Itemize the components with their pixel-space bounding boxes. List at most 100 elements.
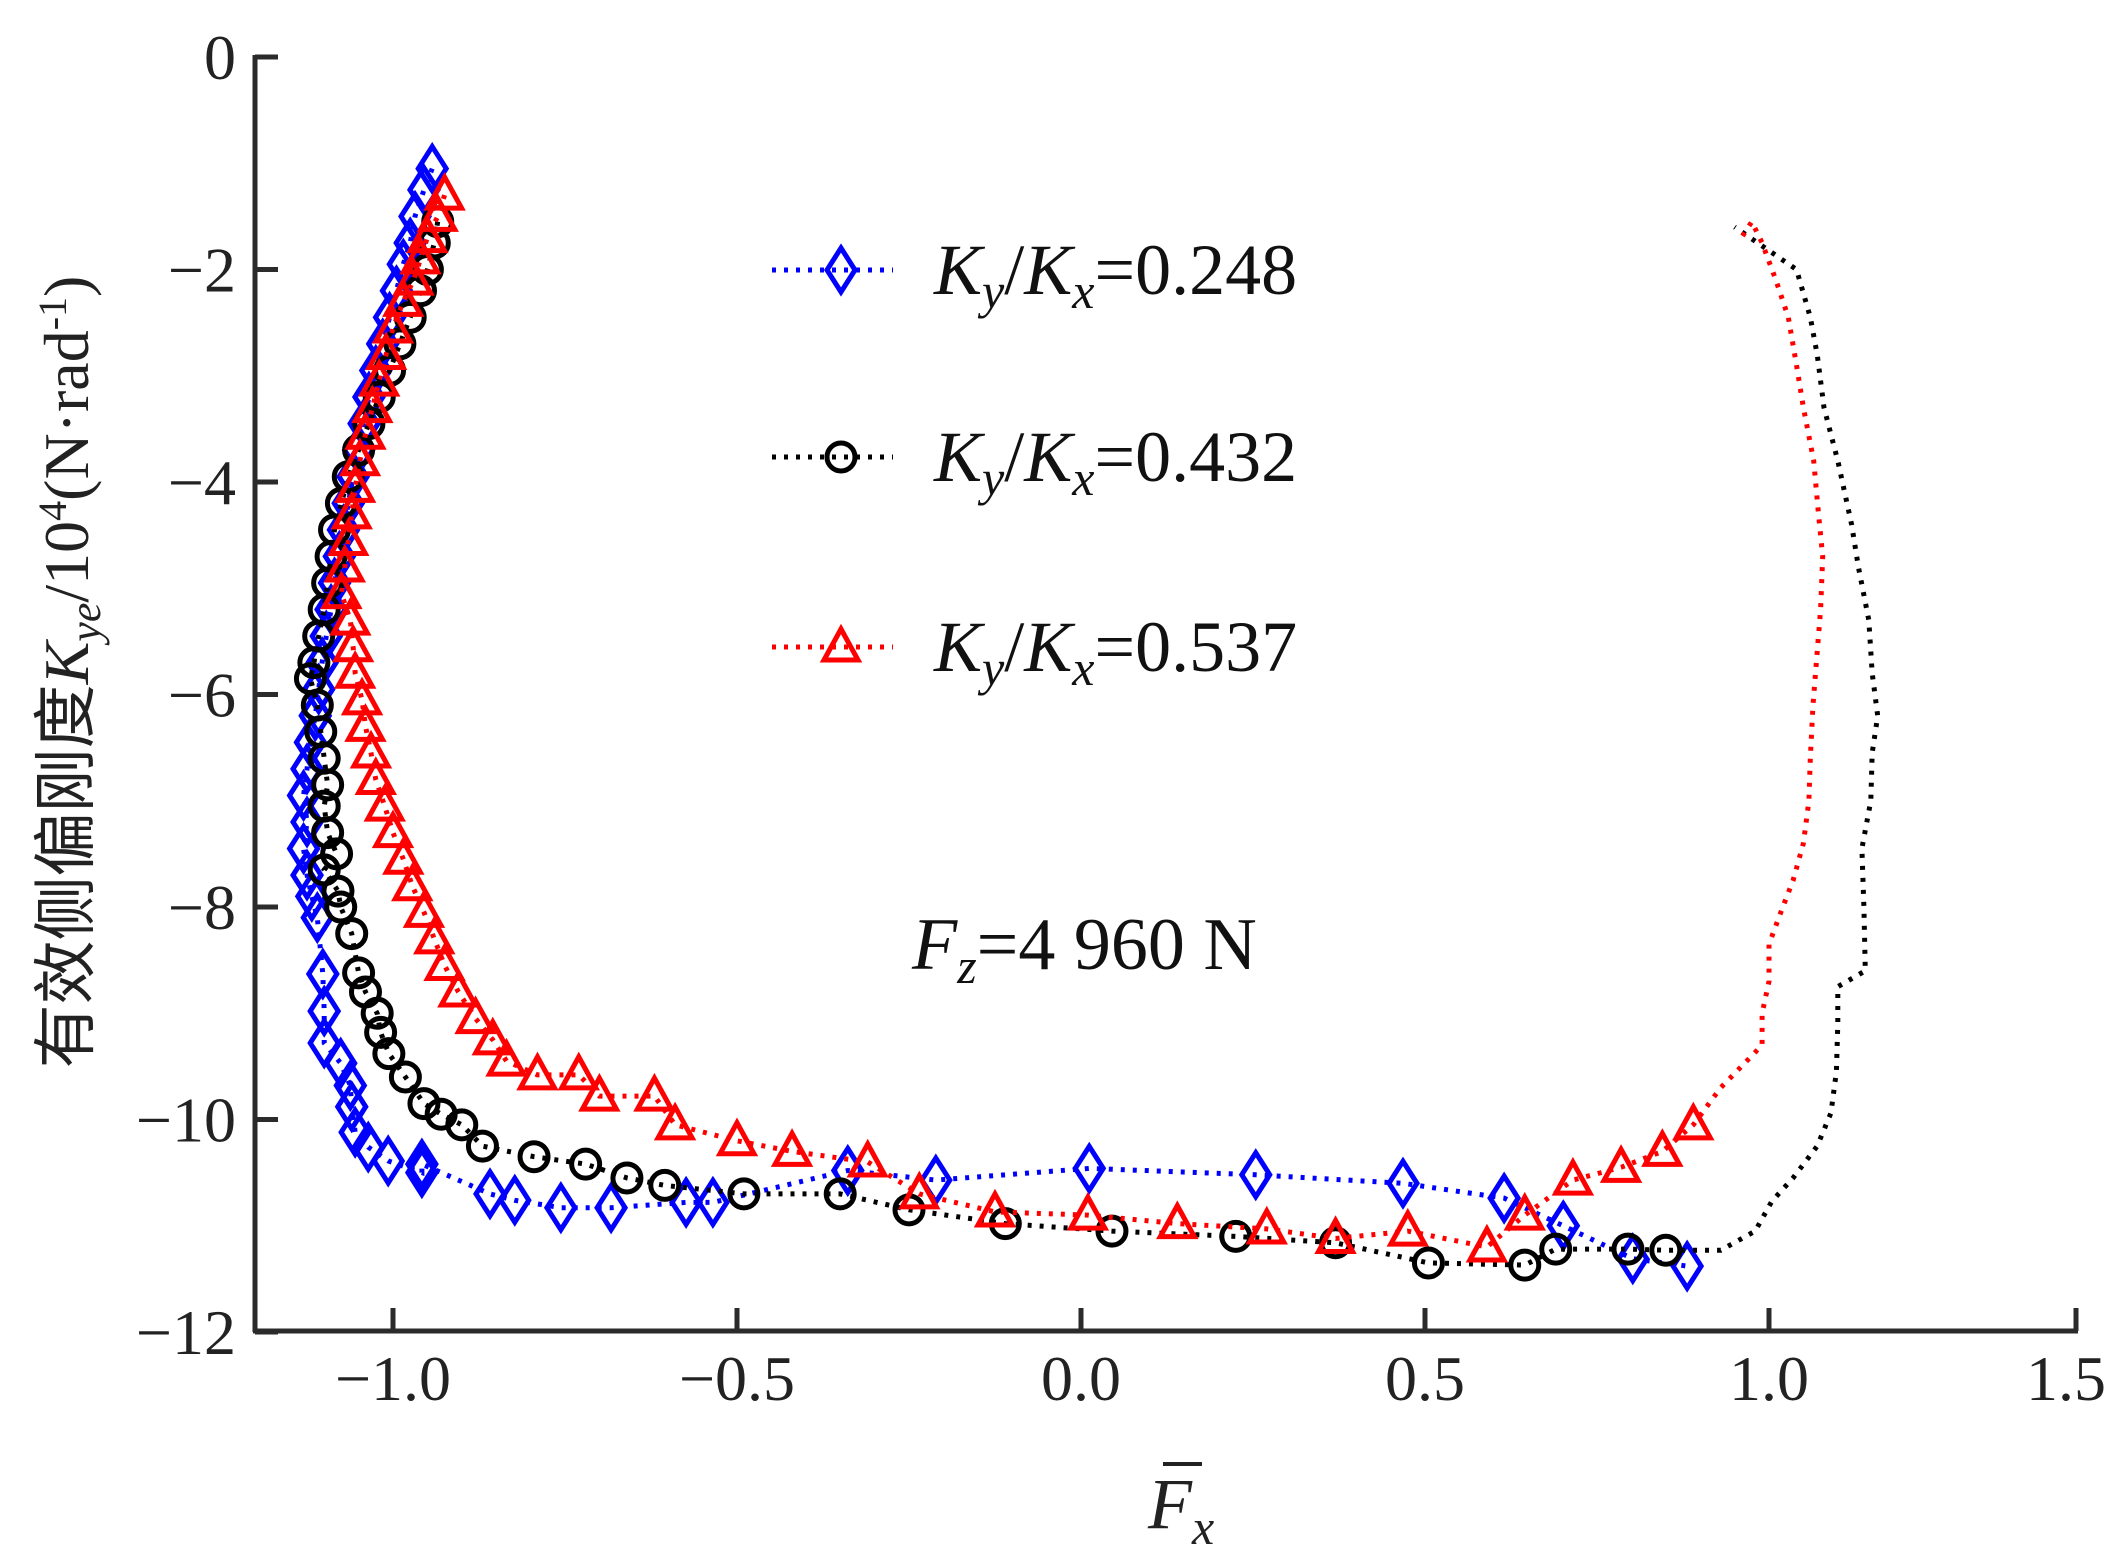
data-point-circle — [342, 956, 376, 990]
y-label-unit-open: (N·rad — [31, 330, 102, 501]
data-point-circle — [445, 1108, 479, 1142]
legend-label: Ky/Kx=0.537 — [933, 607, 1297, 696]
legend-marker-circle — [824, 440, 858, 474]
x-label-sub: x — [1191, 1499, 1214, 1554]
data-point-triangle — [770, 1128, 814, 1167]
data-point-circle — [1411, 1246, 1445, 1280]
data-point-diamond — [334, 1080, 369, 1134]
legend-label-part: y — [977, 640, 1005, 696]
data-point-circle — [517, 1140, 551, 1174]
data-point-triangle — [1386, 1207, 1430, 1247]
data-point-triangle — [413, 915, 456, 955]
data-point-triangle — [454, 995, 497, 1035]
data-point-triangle — [516, 1051, 559, 1091]
data-point-triangle — [371, 304, 415, 344]
legend-label-part: / — [1004, 607, 1024, 687]
data-point-triangle — [416, 193, 459, 232]
data-point-diamond — [543, 1181, 578, 1235]
data-point-diamond — [1546, 1199, 1581, 1253]
x-tick-label: −0.5 — [679, 1343, 795, 1414]
data-point-circle — [407, 1087, 441, 1121]
y-tick-label: −12 — [136, 1297, 236, 1368]
legend-label-part: K — [1023, 607, 1076, 687]
data-point-triangle — [1503, 1191, 1546, 1231]
data-point-triangle — [973, 1188, 1017, 1228]
data-point-circle — [335, 917, 369, 951]
data-point-triangle — [364, 331, 408, 370]
data-point-diamond — [307, 1016, 342, 1070]
data-point-triangle — [382, 835, 425, 875]
y-tick-label: −8 — [168, 872, 236, 943]
data-point-triangle — [382, 278, 425, 317]
data-point-diamond — [323, 1036, 358, 1090]
data-point-diamond — [1487, 1171, 1522, 1225]
data-point-triangle — [351, 384, 394, 424]
data-point-diamond — [594, 1181, 629, 1235]
data-point-diamond — [473, 1167, 507, 1221]
data-point-triangle — [358, 357, 401, 397]
x-label-base: F — [1147, 1464, 1193, 1544]
data-point-triangle — [578, 1072, 621, 1112]
annotation-rest: =4 960 N — [977, 904, 1257, 986]
data-point-diamond — [290, 848, 324, 902]
data-point-diamond — [404, 1137, 439, 1191]
legend-label-part: =0.432 — [1094, 417, 1297, 497]
data-point-diamond — [294, 869, 329, 924]
data-point-circle — [324, 890, 358, 924]
y-label-unit-sup: -1 — [30, 297, 75, 330]
legend-marker-triangle — [819, 623, 863, 663]
data-point-diamond — [695, 1175, 730, 1230]
data-point-circle — [823, 1177, 857, 1211]
data-point-triangle — [392, 256, 435, 296]
data-point-triangle — [344, 703, 387, 742]
data-point-circle — [648, 1168, 682, 1202]
y-label-mid: /10 — [31, 521, 102, 603]
svg-text:Fx: Fx — [1147, 1464, 1214, 1554]
x-axis-label: Fx — [1147, 1462, 1214, 1554]
x-ticks: −1.0 −0.5 0.0 0.5 1.0 1.5 — [335, 1308, 2106, 1414]
legend-label-part: y — [977, 263, 1005, 319]
series-line — [338, 194, 1826, 1250]
legend-label-part: =0.537 — [1094, 607, 1297, 687]
x-tick-label: 1.5 — [2026, 1343, 2106, 1414]
legend-label-part: K — [1023, 417, 1076, 497]
series-line — [301, 167, 1688, 1269]
y-label-cn: 有效侧偏刚度 — [31, 684, 102, 1068]
y-ticks: 0 −2 −4 −6 −8 −10 −12 — [136, 22, 278, 1368]
y-tick-label: −10 — [136, 1085, 236, 1156]
annotation-base: F — [911, 904, 958, 986]
series-layer — [286, 141, 1881, 1293]
data-point-triangle — [333, 650, 377, 689]
data-point-circle — [1649, 1233, 1683, 1267]
data-point-diamond — [351, 1120, 386, 1174]
data-point-circle — [1611, 1232, 1645, 1266]
data-point-triangle — [846, 1138, 889, 1178]
data-point-circle — [364, 1015, 398, 1049]
data-point-diamond — [286, 821, 321, 876]
data-point-triangle — [1314, 1215, 1357, 1254]
data-point-triangle — [363, 782, 406, 822]
data-point-diamond — [333, 1058, 368, 1113]
data-point-triangle — [391, 862, 434, 902]
data-point-diamond — [1072, 1141, 1107, 1196]
y-tick-label: −4 — [168, 447, 236, 518]
legend-marker-diamond — [824, 243, 858, 297]
y-label-sub: ye — [61, 603, 110, 646]
svg-text:有效侧偏刚度Kye/104(N·rad-1): 有效侧偏刚度Kye/104(N·rad-1) — [30, 276, 110, 1069]
y-label-sup: 4 — [30, 501, 75, 521]
data-point-diamond — [1386, 1156, 1420, 1210]
data-point-diamond — [918, 1153, 953, 1207]
legend-label-part: K — [933, 230, 986, 310]
data-point-diamond — [290, 742, 324, 796]
x-tick-label: 1.0 — [1729, 1343, 1809, 1414]
legend-label-part: K — [933, 607, 986, 687]
data-point-diamond — [338, 1105, 373, 1159]
legend-label-part: K — [1023, 230, 1076, 310]
series-line — [307, 221, 1881, 1268]
data-point-triangle — [633, 1072, 676, 1112]
data-point-triangle — [1245, 1205, 1288, 1245]
data-point-diamond — [404, 1145, 439, 1200]
x-tick-label: 0.0 — [1041, 1343, 1121, 1414]
legend-label: Ky/Kx=0.248 — [933, 230, 1297, 319]
